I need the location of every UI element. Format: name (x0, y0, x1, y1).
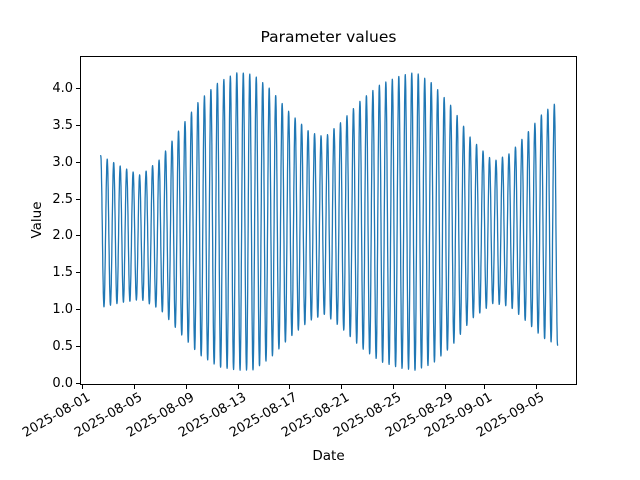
y-tick-mark (76, 198, 80, 200)
y-tick-label: 1.0 (52, 302, 73, 318)
y-tick-mark (76, 383, 80, 385)
y-tick-mark (76, 309, 80, 311)
y-tick-mark (76, 161, 80, 163)
x-tick-mark (393, 385, 395, 389)
plot-area (80, 56, 577, 385)
x-tick-mark (444, 385, 446, 389)
y-tick-label: 0.0 (52, 376, 73, 392)
y-tick-label: 4.0 (52, 80, 73, 96)
y-tick-mark (76, 124, 80, 126)
y-tick-label: 2.0 (52, 228, 73, 244)
y-tick-label: 3.0 (52, 154, 73, 170)
y-tick-mark (76, 87, 80, 89)
x-tick-mark (535, 385, 537, 389)
y-tick-label: 1.5 (52, 265, 73, 281)
y-tick-mark (76, 235, 80, 237)
x-tick-mark (483, 385, 485, 389)
y-tick-label: 3.5 (52, 117, 73, 133)
x-tick-mark (185, 385, 187, 389)
x-tick-mark (289, 385, 291, 389)
x-tick-mark (341, 385, 343, 389)
y-tick-mark (76, 272, 80, 274)
x-tick-mark (133, 385, 135, 389)
x-tick-mark (82, 385, 84, 389)
y-tick-label: 2.5 (52, 191, 73, 207)
y-tick-label: 0.5 (52, 339, 73, 355)
x-axis-label: Date (312, 448, 345, 464)
x-tick-mark (237, 385, 239, 389)
chart-title: Parameter values (260, 28, 397, 46)
y-tick-mark (76, 346, 80, 348)
